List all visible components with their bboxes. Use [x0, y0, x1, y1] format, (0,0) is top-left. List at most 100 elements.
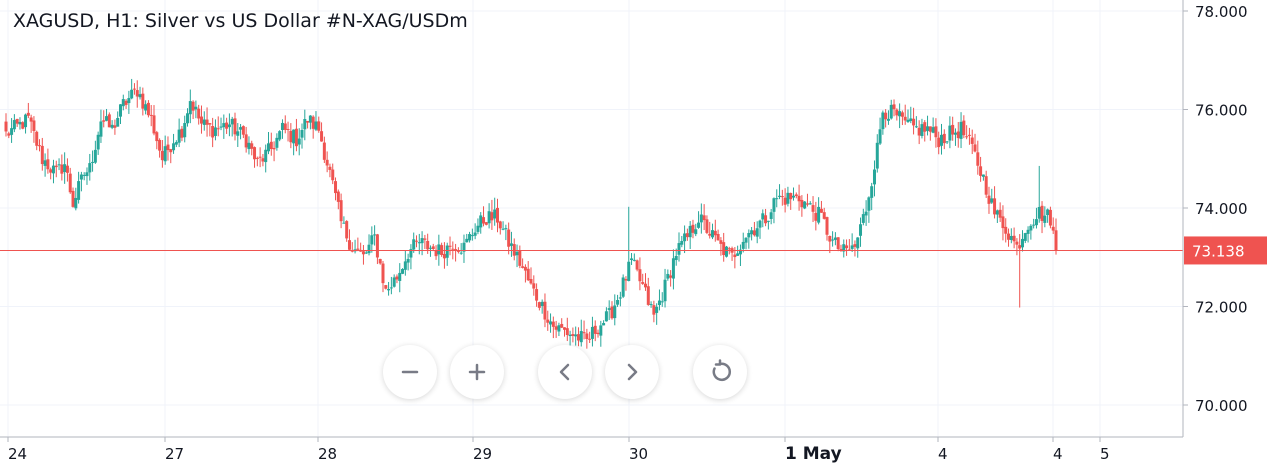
candle-body — [420, 238, 424, 244]
candle-body — [454, 249, 458, 251]
candle-body — [294, 128, 298, 147]
candle-body — [339, 200, 343, 222]
candle-body — [230, 118, 234, 125]
candle-body — [979, 166, 983, 176]
candle-body — [205, 119, 209, 125]
candle-body — [909, 118, 913, 121]
reset-icon — [712, 359, 731, 382]
candle-body — [504, 228, 508, 230]
candle-body — [188, 101, 192, 115]
candle-body — [663, 279, 667, 302]
candle-body — [859, 224, 863, 236]
candle-body — [1020, 238, 1024, 248]
candle-body — [320, 131, 324, 142]
candle-body — [585, 333, 589, 339]
candle-body — [549, 321, 553, 325]
candle-body — [884, 112, 888, 120]
candle-body — [1034, 219, 1038, 226]
candle-body — [479, 215, 483, 228]
candle-body — [146, 102, 150, 116]
candle-body — [370, 235, 374, 245]
candle-body — [347, 240, 351, 250]
candle-body — [428, 247, 432, 249]
candle-body — [54, 165, 58, 168]
candle-body — [741, 241, 745, 249]
zoom-in-button[interactable] — [450, 345, 504, 399]
zoom-out-button[interactable] — [383, 345, 437, 399]
candle-body — [384, 285, 388, 289]
candle-body — [1054, 230, 1058, 251]
candle-body — [965, 136, 969, 138]
candle-body — [546, 319, 550, 323]
candle-body — [945, 141, 949, 143]
candle-body — [621, 277, 625, 297]
candle-body — [85, 172, 89, 177]
candle-body — [398, 272, 402, 281]
candle-body — [426, 240, 430, 250]
candle-body — [669, 275, 673, 278]
candle-body — [836, 237, 840, 250]
candle-body — [607, 308, 611, 310]
candle-body — [60, 164, 64, 174]
candle-body — [102, 120, 106, 122]
candle-body — [744, 237, 748, 243]
candle-body — [683, 233, 687, 242]
candle-body — [57, 164, 61, 166]
candle-body — [300, 130, 304, 138]
candle-body — [1051, 226, 1055, 231]
candle-body — [705, 219, 709, 233]
candle-body — [501, 228, 505, 230]
candle-body — [225, 122, 229, 129]
candle-body — [493, 209, 497, 219]
candle-body — [1012, 235, 1016, 242]
candle-body — [459, 252, 463, 254]
candle-body — [697, 222, 701, 228]
candle-body — [660, 301, 664, 303]
scroll-left-button[interactable] — [538, 345, 592, 399]
candle-body — [18, 121, 22, 125]
candle-body — [465, 238, 469, 243]
candle-body — [373, 234, 377, 236]
candle-body — [381, 263, 385, 284]
candle-body — [655, 306, 659, 313]
candle-body — [292, 129, 296, 144]
candle-body — [445, 245, 449, 258]
candle-body — [878, 129, 882, 144]
candle-body — [1018, 245, 1022, 249]
candle-body — [68, 173, 72, 193]
candle-body — [490, 212, 494, 221]
price-tick-label: 72.000 — [1195, 299, 1248, 317]
candle-body — [130, 89, 134, 99]
candle-body — [565, 328, 569, 336]
candle-body — [973, 144, 977, 152]
candle-body — [74, 197, 78, 209]
candle-body — [1037, 206, 1041, 219]
candle-body — [886, 118, 890, 121]
candle-body — [110, 124, 114, 128]
candle-body — [24, 114, 28, 128]
candle-body — [448, 245, 452, 247]
candle-body — [46, 159, 50, 170]
candle-body — [652, 305, 656, 315]
candle-body — [638, 269, 642, 282]
candle-body — [484, 222, 488, 225]
candle-body — [158, 139, 162, 151]
candle-body — [839, 249, 843, 251]
candle-body — [406, 258, 410, 263]
candle-body — [926, 126, 930, 131]
candle-body — [521, 266, 525, 268]
candle-body — [948, 125, 952, 141]
candle-body — [144, 104, 148, 111]
candle-body — [437, 244, 441, 255]
candle-body — [903, 116, 907, 121]
candle-body — [289, 130, 293, 143]
candle-body — [233, 118, 237, 135]
candle-body — [953, 132, 957, 135]
reset-chart-button[interactable] — [693, 345, 747, 399]
scroll-right-button[interactable] — [605, 345, 659, 399]
candle-body — [596, 332, 600, 335]
candle-body — [1043, 215, 1047, 223]
time-tick-label: 4 — [938, 445, 948, 463]
candle-body — [415, 240, 419, 242]
